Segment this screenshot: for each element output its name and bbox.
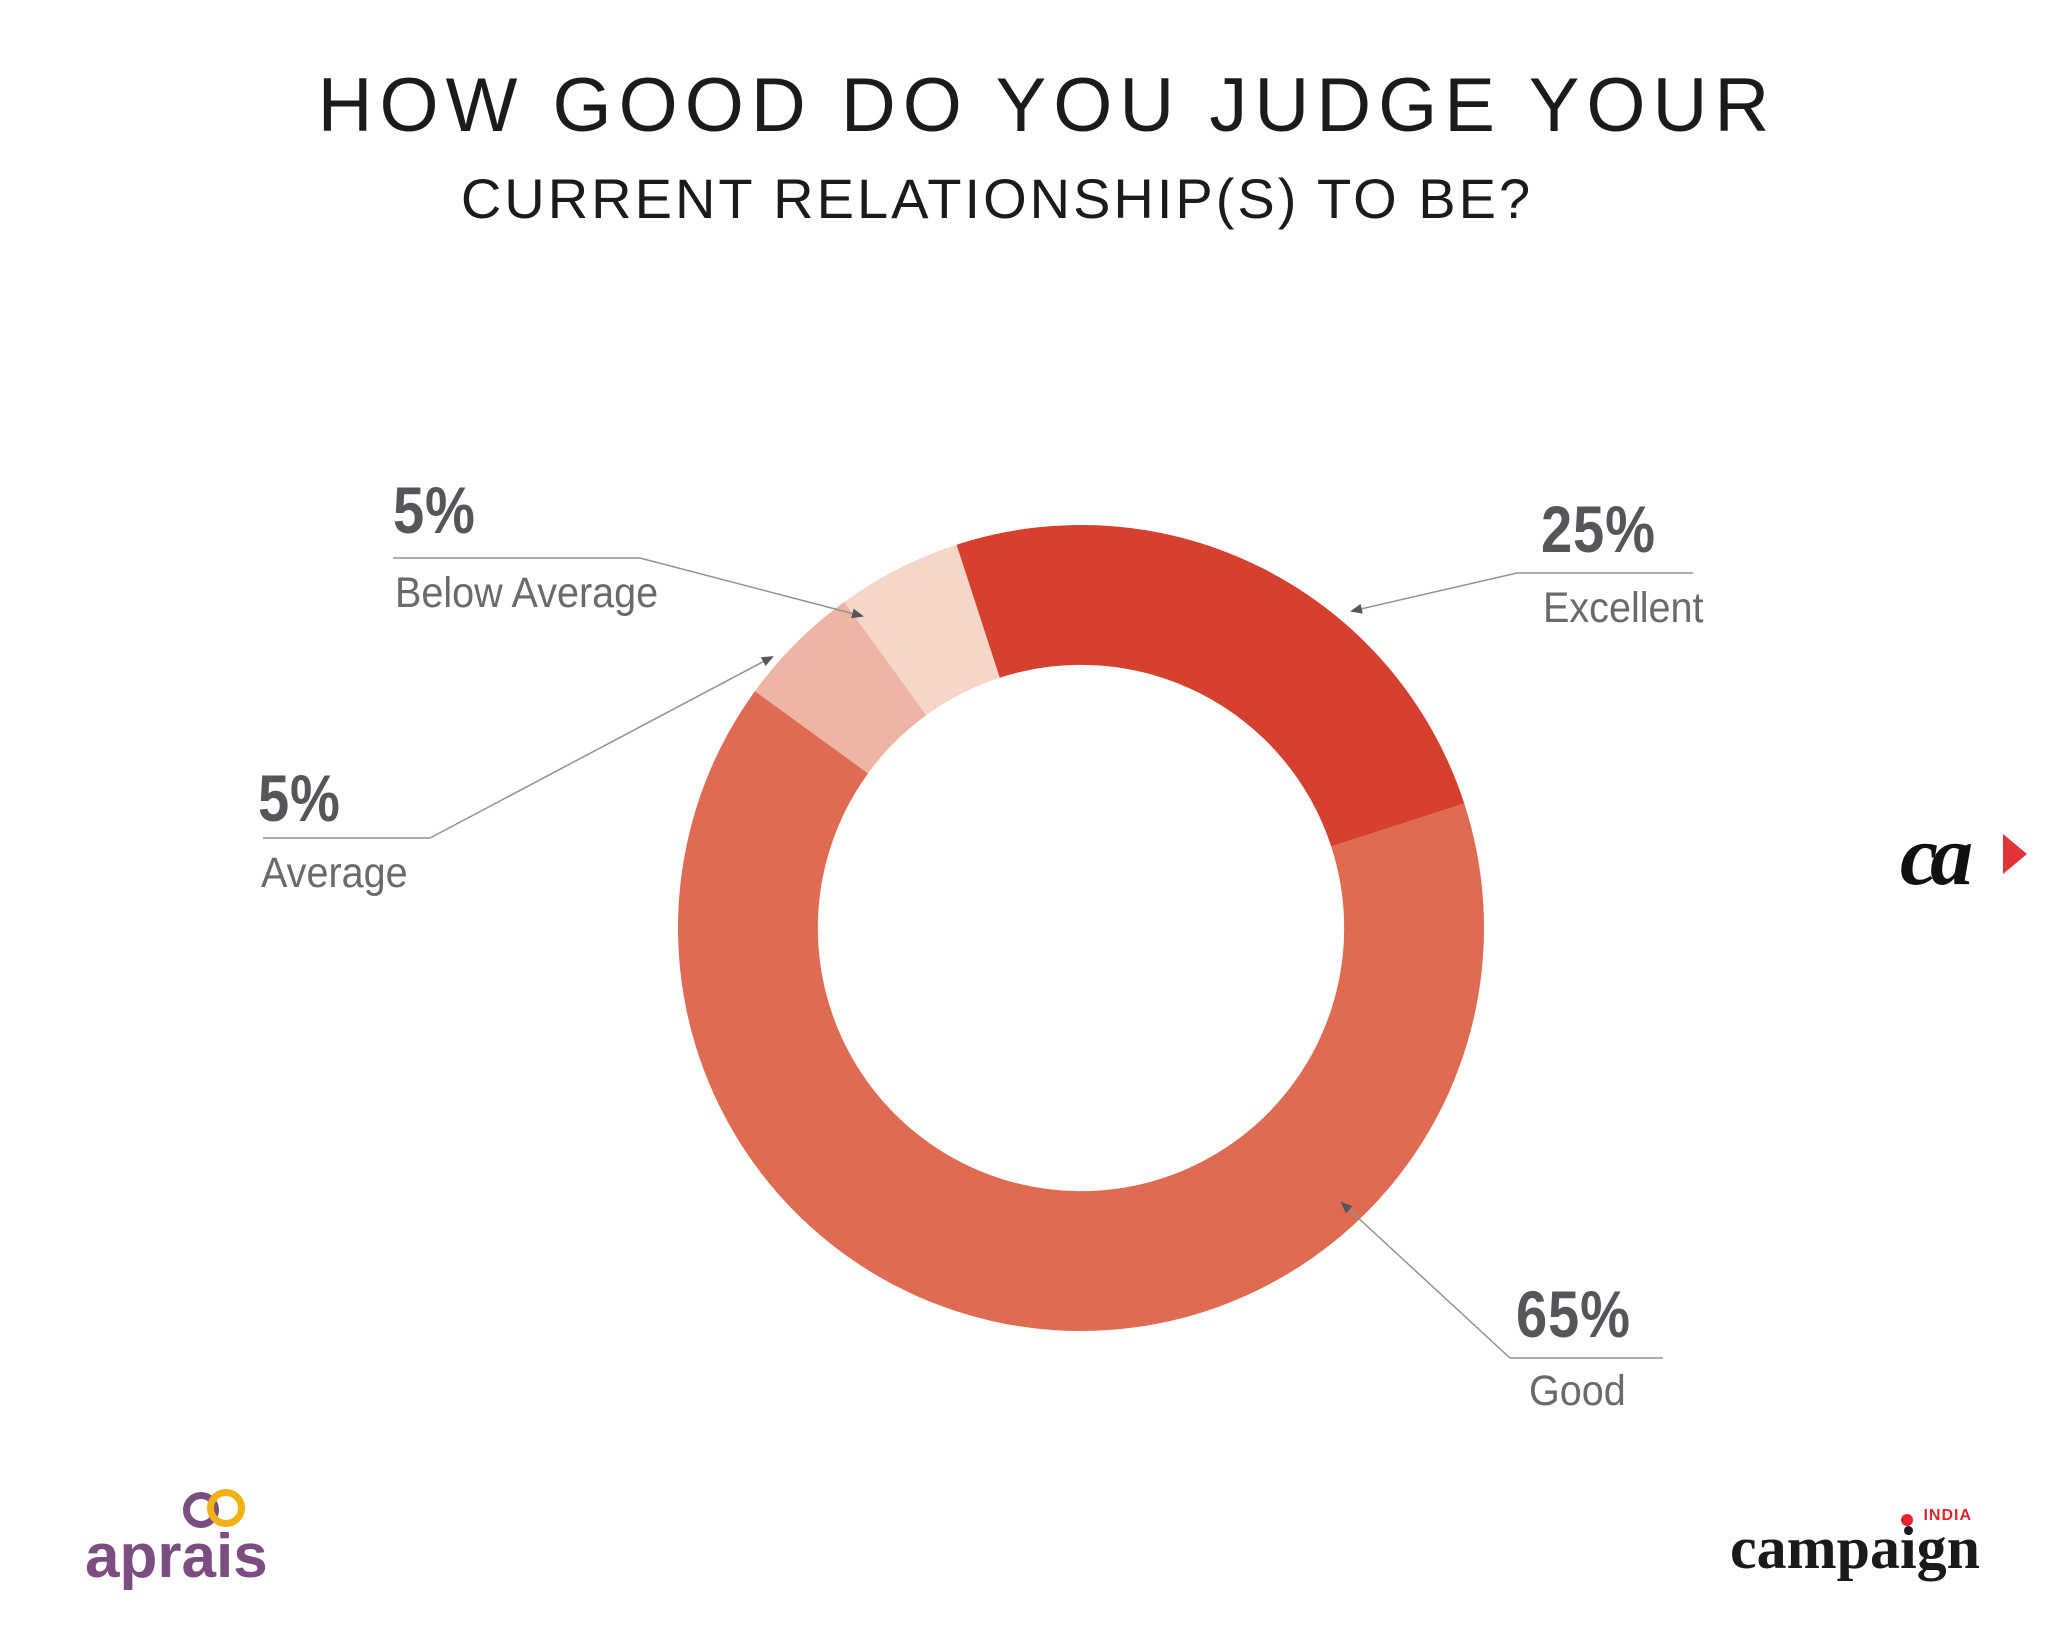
aprais-logo-text: aprais xyxy=(85,1522,268,1591)
excellent-label: Excellent xyxy=(1543,584,1704,632)
aprais-gold-ring-icon xyxy=(207,1489,245,1527)
donut-segment-good xyxy=(677,691,1484,1331)
page-title-line1: HOW GOOD DO YOU JUDGE YOUR xyxy=(317,63,1777,148)
ca-logo-text: ca xyxy=(1900,807,1973,903)
good-pct: 65% xyxy=(1516,1277,1631,1351)
campaign-country-label: INDIA xyxy=(1923,1507,1972,1524)
donut-segments xyxy=(677,525,1484,1331)
campaign-logo-i: i xyxy=(1899,1514,1917,1581)
good-label: Good xyxy=(1529,1367,1626,1415)
below-average-label: Below Average xyxy=(395,569,659,617)
leader-below-average xyxy=(393,557,864,619)
average-pct: 5% xyxy=(258,761,341,835)
donut-segment-average xyxy=(754,601,927,774)
leader-good xyxy=(1340,1201,1663,1359)
donut-segment-below-average xyxy=(844,544,1000,716)
leader-average xyxy=(263,656,774,839)
campaign-logo-text-2: gn xyxy=(1916,1515,1980,1581)
leader-excellent xyxy=(1350,572,1693,614)
callout-leader-lines xyxy=(263,557,1693,1359)
average-label: Average xyxy=(261,849,408,897)
campaign-red-dot-icon xyxy=(1900,1514,1913,1526)
campaign-logo-text-1: campa xyxy=(1729,1515,1900,1581)
below-average-pct: 5% xyxy=(393,473,476,547)
ca-play-triangle-icon xyxy=(2003,834,2027,874)
excellent-pct: 25% xyxy=(1541,492,1656,566)
donut-segment-excellent xyxy=(956,525,1465,847)
campaign-india-logo: INDIA campa ign xyxy=(1650,1508,1980,1581)
page-title-line2: CURRENT RELATIONSHIP(S) TO BE? xyxy=(460,167,1534,230)
